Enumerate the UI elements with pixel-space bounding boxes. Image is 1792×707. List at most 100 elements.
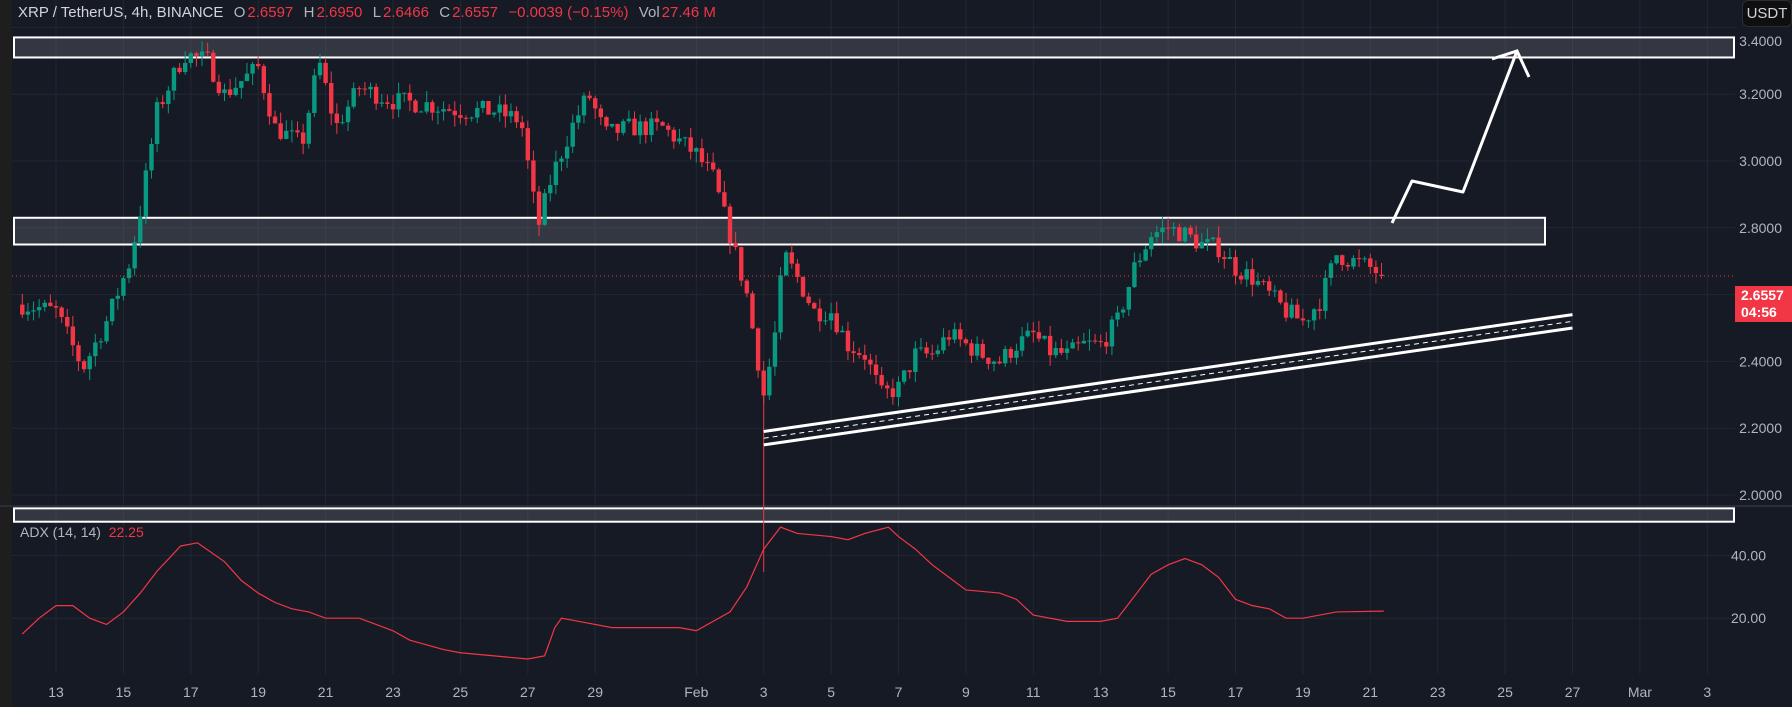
candle-body (261, 66, 267, 94)
candle-body (418, 111, 424, 113)
candle-body (772, 332, 778, 367)
candle-body (306, 112, 311, 144)
candle-body (980, 343, 985, 358)
x-tick-label: 17 (1228, 684, 1244, 700)
horizontal-zone (13, 507, 1735, 523)
candle-body (750, 293, 755, 329)
candle-body (81, 361, 87, 370)
candle-body (828, 313, 834, 321)
candle-body (424, 102, 429, 112)
candle-body (682, 137, 688, 139)
candle-body (104, 321, 109, 342)
open-label: O (233, 4, 246, 21)
candle-body (958, 329, 963, 340)
x-tick-label: Mar (1628, 684, 1652, 700)
adx-legend[interactable]: ADX (14, 14) 22.25 (20, 524, 144, 540)
candle-body (42, 302, 47, 308)
candle-body (48, 302, 53, 307)
x-tick-label: Feb (684, 684, 708, 700)
candle-body (986, 357, 991, 364)
candle-body (806, 296, 811, 304)
left-edge (0, 0, 12, 707)
candle-body (1171, 227, 1176, 229)
low-value: 2.6466 (383, 4, 429, 21)
candle-body (576, 115, 581, 123)
candle-body (430, 102, 435, 113)
adx-value: 22.25 (108, 524, 144, 540)
trendline-upper (763, 313, 1573, 434)
candle-body (1278, 290, 1283, 303)
candle-body (1356, 258, 1362, 260)
candle-body (31, 310, 36, 312)
candle-body (284, 130, 289, 139)
candle-body (1345, 264, 1351, 267)
candle-body (862, 355, 867, 360)
candle-body (407, 92, 413, 101)
candle-body (649, 118, 654, 136)
candle-body (598, 108, 604, 118)
candle-body (918, 347, 924, 349)
candle-body (1267, 281, 1272, 291)
candle-body (666, 125, 671, 130)
candle-body (272, 116, 278, 124)
candle-body (1149, 237, 1154, 250)
candle-body (1160, 227, 1165, 233)
y-tick-label: 2.8000 (1739, 220, 1782, 236)
candle-body (823, 320, 828, 322)
candle-body (1025, 330, 1030, 337)
x-tick-label: 19 (1295, 684, 1311, 700)
candle-body (632, 118, 637, 136)
candle-body (351, 88, 356, 107)
candle-body (1216, 237, 1221, 258)
candle-body (475, 107, 480, 118)
candle-body (879, 375, 884, 386)
x-tick-label: 15 (116, 684, 132, 700)
candle-body (239, 81, 244, 88)
candle-body (1362, 258, 1367, 260)
candle-body (1328, 263, 1334, 278)
candle-body (458, 115, 463, 118)
candle-body (250, 63, 255, 74)
volume-label: Vol (638, 4, 660, 21)
candle-body (312, 75, 317, 113)
candle-body (564, 146, 570, 159)
candle-body (441, 109, 446, 112)
candle-body (98, 341, 104, 343)
candle-body (1137, 260, 1143, 263)
candle-body (868, 359, 873, 365)
candle-body (317, 62, 323, 76)
candle-body (974, 343, 980, 356)
candle-body (755, 328, 761, 371)
candle-body (36, 307, 42, 311)
candle-body (1227, 257, 1233, 259)
candle-body (885, 385, 890, 389)
candle-body (519, 122, 525, 129)
candle-body (1199, 242, 1204, 249)
candle-body (890, 388, 896, 398)
candle-body (1193, 234, 1199, 249)
symbol-title[interactable]: XRP / TetherUS, 4h, BINANCE (18, 4, 224, 21)
candle-body (907, 370, 912, 372)
candle-body (531, 160, 536, 192)
close-value: 2.6557 (452, 4, 499, 21)
currency-button[interactable]: USDT (1742, 0, 1792, 27)
candle-body (727, 206, 733, 243)
x-tick-label: 29 (587, 684, 603, 700)
candle-body (1188, 227, 1193, 235)
trendline-middle (763, 320, 1573, 439)
trendline-lower (763, 326, 1573, 447)
candle-body (548, 185, 553, 194)
candle-body (491, 112, 497, 115)
candle-body (390, 103, 396, 110)
candle-body (396, 93, 401, 110)
symbol-legend: XRP / TetherUS, 4h, BINANCE O 2.6597 H 2.6… (18, 4, 718, 21)
candle-body (289, 130, 295, 132)
candle-body (171, 67, 177, 91)
candle-body (138, 216, 143, 243)
candle-body (1059, 348, 1064, 353)
candle-body (368, 86, 373, 90)
candle-body (87, 356, 92, 370)
candle-body (143, 170, 149, 217)
candle-body (278, 123, 283, 139)
